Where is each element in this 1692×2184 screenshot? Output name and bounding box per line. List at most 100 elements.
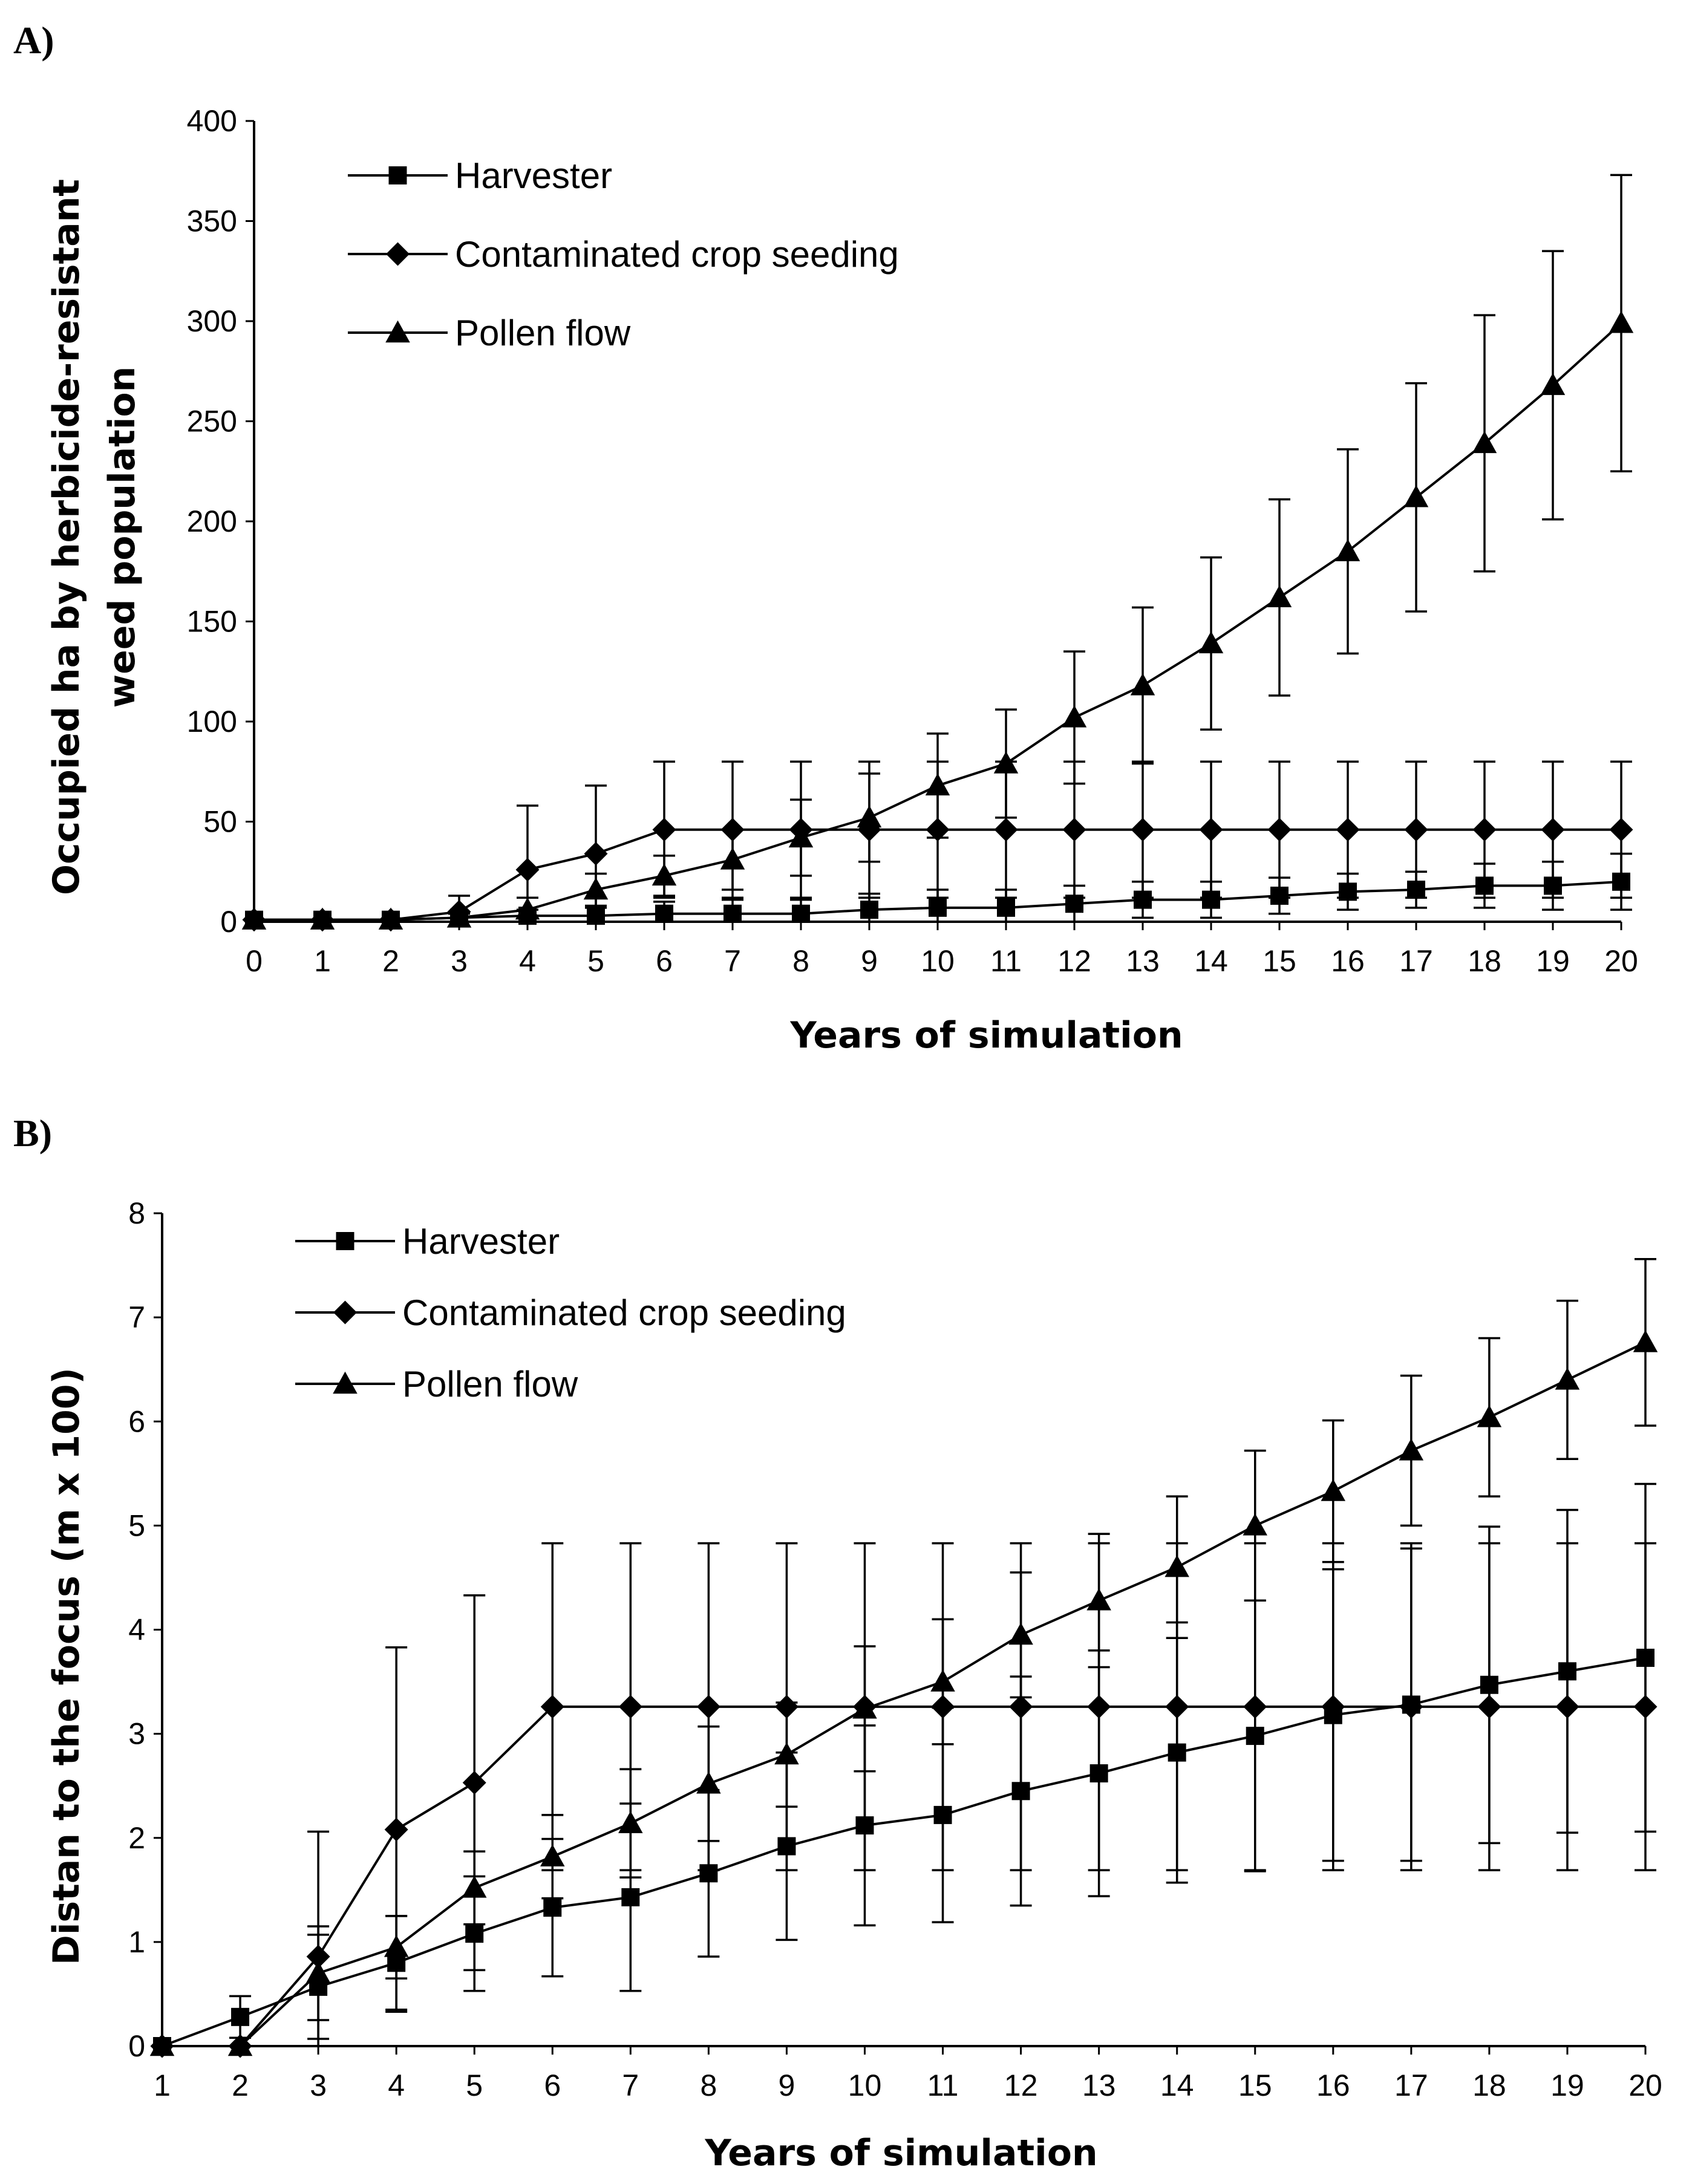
panel-a-data-point: [1336, 818, 1360, 842]
panel-a-data-point: [994, 818, 1018, 842]
panel-a-data-point: [720, 847, 745, 870]
panel-b-legend-label: Harvester: [402, 1221, 560, 1262]
panel-b-data-point: [384, 1935, 409, 1957]
panel-a: A) Occupied ha by herbicide-resistant we…: [13, 19, 1638, 1057]
panel-b-data-point: [231, 2007, 250, 2026]
panel-a-legend-label: Pollen flow: [455, 313, 631, 353]
panel-a-legend-item: Harvester: [348, 155, 612, 196]
panel-b-y-tick-label: 8: [128, 1196, 145, 1230]
panel-a-data-point: [583, 877, 609, 900]
panel-a-x-tick-label: 0: [246, 944, 263, 978]
panel-a-data-point: [1267, 585, 1292, 607]
panel-b-data-point: [1087, 1695, 1111, 1719]
panel-a-legend: Harvester Contaminated crop seeding Pollen…: [348, 155, 899, 353]
panel-a-x-tick-label: 19: [1536, 944, 1570, 978]
panel-b-data-point: [618, 1811, 643, 1833]
panel-a-data-point: [857, 805, 882, 828]
panel-b-x-tick-label: 4: [388, 2068, 405, 2102]
panel-a-legend-marker: [386, 242, 410, 266]
panel-a-data-point: [1472, 431, 1497, 454]
panel-b-data-point: [1555, 1367, 1580, 1390]
panel-b-data-point: [696, 1695, 720, 1719]
panel-a-data-point: [1198, 631, 1224, 654]
panel-a-ylabel-line2: weed population: [101, 367, 143, 708]
panel-a-legend-label: Contaminated crop seeding: [455, 234, 899, 275]
panel-a-data-point: [1335, 539, 1360, 561]
panel-b-data-point: [618, 1695, 642, 1719]
panel-a-data-point: [655, 904, 673, 923]
panel-b-data-point: [696, 1771, 721, 1794]
panel-b-data-point: [1399, 1438, 1424, 1461]
panel-b-data-point: [384, 1817, 408, 1842]
panel-b-data-point: [1399, 1695, 1423, 1719]
panel-b-x-tick-label: 13: [1082, 2068, 1116, 2102]
panel-b-y-tick-label: 1: [128, 1925, 145, 1959]
panel-b-series-line: [162, 1657, 1646, 2047]
panel-a-x-tick-label: 5: [587, 944, 604, 978]
panel-a-data-point: [515, 897, 540, 920]
panel-a-x-tick-label: 9: [861, 944, 878, 978]
panel-b-data-point: [462, 1876, 487, 1898]
panel-a-data-point: [652, 863, 677, 886]
panel-b-x-tick-label: 11: [927, 2068, 959, 2102]
panel-a-legend-item: Contaminated crop seeding: [348, 234, 899, 275]
panel-b-legend-label: Pollen flow: [402, 1364, 578, 1404]
panel-b-x-tick-label: 3: [310, 2068, 327, 2102]
panel-a-data-point: [993, 751, 1019, 774]
panel-b-y-tick-label: 2: [128, 1821, 145, 1855]
panel-b-data-point: [1321, 1479, 1346, 1501]
panel-b-data-point: [227, 2033, 253, 2056]
panel-b-data-point: [930, 1669, 955, 1692]
panel-a-y-tick-label: 0: [220, 905, 237, 939]
panel-b-data-point: [1243, 1695, 1267, 1719]
panel-a-data-point: [1472, 818, 1497, 842]
panel-b-series-triangle: [149, 1257, 1658, 2056]
panel-b-x-tick-label: 1: [154, 2068, 171, 2102]
panel-a-x-tick-label: 4: [519, 944, 536, 978]
panel-a-x-tick-label: 6: [656, 944, 673, 978]
panel-b-x-tick-label: 14: [1160, 2068, 1194, 2102]
panel-a-x-tick-label: 2: [382, 944, 399, 978]
panel-b-data-point: [540, 1695, 564, 1719]
panel-b-data-point: [1477, 1405, 1502, 1427]
panel-a-legend-marker: [388, 166, 407, 184]
panel-b-ylabel: Distan to the focus (m x 100): [45, 1367, 88, 1965]
panel-a-data-point: [584, 841, 608, 865]
panel-a-data-point: [446, 905, 472, 928]
panel-a-y-tick-label: 50: [203, 805, 237, 839]
panel-b-data-point: [1633, 1330, 1658, 1352]
panel-a-data-point: [1267, 818, 1292, 842]
panel-b-x-tick-label: 8: [700, 2068, 717, 2102]
panel-a-y-tick-label: 150: [187, 605, 237, 639]
panel-a-y-tick-label: 400: [187, 104, 237, 138]
panel-b-x-tick-label: 7: [622, 2068, 639, 2102]
panel-b-data-point: [305, 1961, 331, 1983]
panel-a-data-point: [724, 904, 742, 923]
panel-b-legend-marker: [336, 1232, 354, 1250]
panel-a-data-point: [1609, 311, 1634, 333]
panel-b-series-line: [162, 1341, 1646, 2047]
panel-b-y-tick-label: 5: [128, 1508, 145, 1542]
panel-b-legend-item: Pollen flow: [295, 1364, 578, 1404]
panel-a-data-point: [860, 901, 878, 919]
panel-a-x-tick-label: 17: [1399, 944, 1433, 978]
panel-b-x-tick-label: 6: [544, 2068, 561, 2102]
panel-a-x-tick-label: 14: [1194, 944, 1228, 978]
panel-a-plot-area: 0 1 2 3 4 5 6 7 8 9 10 11 12 13 14 15 16 17 18 19 2005010015…: [187, 104, 1638, 978]
panel-a-x-tick-label: 11: [990, 944, 1022, 978]
panel-a-data-point: [1540, 373, 1566, 396]
panel-b-data-point: [1164, 1554, 1189, 1577]
panel-a-data-point: [1404, 818, 1428, 842]
panel-b-x-tick-label: 9: [779, 2068, 795, 2102]
panel-b-legend-marker: [333, 1300, 357, 1325]
panel-b-y-tick-label: 3: [128, 1717, 145, 1751]
panel-b-data-point: [1633, 1695, 1658, 1719]
panel-b-x-tick-label: 12: [1004, 2068, 1038, 2102]
panel-a-x-tick-label: 15: [1262, 944, 1296, 978]
panel-a-x-tick-label: 7: [724, 944, 741, 978]
panel-a-x-tick-label: 1: [314, 944, 331, 978]
panel-b-data-point: [149, 2033, 175, 2056]
panel-a-series-triangle: [241, 174, 1634, 930]
panel-a-data-point: [788, 825, 814, 848]
